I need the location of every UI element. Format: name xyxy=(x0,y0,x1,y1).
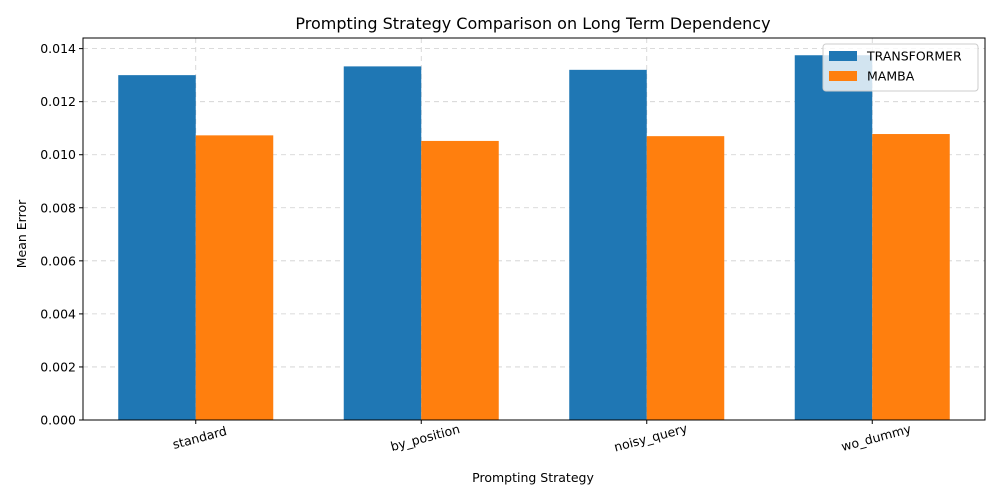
legend-box xyxy=(822,43,979,92)
bar-mamba-by_position xyxy=(421,140,499,420)
x-axis: standard by_position noisy_query wo_dummy xyxy=(171,420,913,455)
y-tick-label: 0.004 xyxy=(40,306,76,321)
legend: TRANSFORMER MAMBA xyxy=(822,43,979,92)
bar-mamba-noisy_query xyxy=(646,136,725,420)
y-axis: 0.000 0.002 0.004 0.006 0.008 0.010 0.012 0.014 xyxy=(40,41,83,428)
y-tick-label: 0.010 xyxy=(40,147,76,162)
x-tick-label: by_position xyxy=(389,421,462,454)
legend-label-mamba: MAMBA xyxy=(867,69,915,84)
x-tick-label: wo_dummy xyxy=(840,421,914,454)
chart-title: Prompting Strategy Comparison on Long Te… xyxy=(295,14,770,33)
y-tick-label: 0.008 xyxy=(40,200,76,215)
y-tick-label: 0.002 xyxy=(40,359,76,374)
x-axis-label: Prompting Strategy xyxy=(472,470,594,485)
x-tick-label: standard xyxy=(171,423,228,452)
y-tick-label: 0.014 xyxy=(40,41,76,56)
y-axis-label: Mean Error xyxy=(14,199,29,268)
y-tick-label: 0.000 xyxy=(40,413,76,428)
plot-frame xyxy=(82,37,986,421)
y-tick-label: 0.012 xyxy=(40,94,76,109)
legend-swatch-transformer xyxy=(829,51,857,61)
y-tick-label: 0.006 xyxy=(40,253,76,268)
bar-mamba-wo_dummy xyxy=(872,134,950,420)
bar-transformer-standard xyxy=(118,75,196,420)
legend-label-transformer: TRANSFORMER xyxy=(866,49,962,64)
legend-swatch-mamba xyxy=(829,71,857,81)
bars xyxy=(118,55,950,421)
bar-mamba-standard xyxy=(195,135,274,421)
bar-transformer-by_position xyxy=(343,66,422,421)
x-tick-label: noisy_query xyxy=(612,420,689,454)
bar-transformer-wo_dummy xyxy=(794,55,873,421)
bar-transformer-noisy_query xyxy=(569,69,647,420)
